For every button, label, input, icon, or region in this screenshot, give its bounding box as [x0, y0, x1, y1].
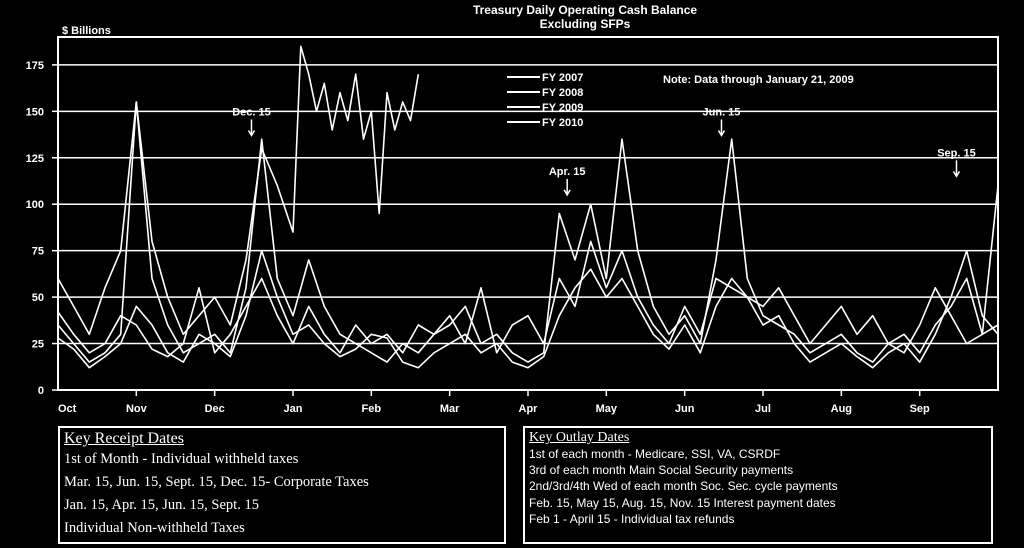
series-line [57, 45, 420, 336]
x-tick-label: Sep [910, 403, 930, 415]
receipt-heading: Key Receipt Dates [64, 430, 184, 447]
x-tick-label: Mar [440, 403, 460, 415]
x-tick-label: Jul [755, 403, 771, 415]
receipt-line: 1st of Month - Individual withheld taxes [64, 451, 299, 467]
chart-note: Note: Data through January 21, 2009 [663, 74, 854, 86]
x-tick-label: Feb [362, 403, 382, 415]
series-line [57, 101, 999, 363]
x-tick-label: May [596, 403, 618, 415]
receipt-line: Jan. 15, Apr. 15, Jun. 15, Sept. 15 [64, 497, 259, 513]
x-tick-label: Aug [831, 403, 852, 415]
x-tick-label: Jun [675, 403, 695, 415]
outlay-line: Feb. 15, May 15, Aug. 15, Nov. 15 Intere… [529, 495, 836, 510]
series-lines [57, 45, 999, 369]
x-tick-label: Apr [519, 403, 539, 415]
y-tick-label: 75 [32, 246, 44, 258]
outlay-line: 1st of each month - Medicare, SSI, VA, C… [529, 447, 781, 461]
annotations: Dec. 15 Apr. 15 Jun. 15 Sep. 15 [232, 106, 976, 197]
chart-title: Treasury Daily Operating Cash Balance [473, 3, 697, 17]
annotation-arrowhead [563, 189, 571, 197]
annotation-label: Sep. 15 [937, 147, 976, 159]
y-tick-label: 175 [26, 60, 44, 72]
annotation-arrowhead [717, 130, 726, 137]
outlay-line: Feb 1 - April 15 - Individual tax refund… [529, 511, 735, 526]
annotation-arrowhead [952, 170, 961, 178]
cash-balance-chart: Treasury Daily Operating Cash Balance Ex… [26, 3, 999, 415]
annotation-arrowhead [247, 130, 256, 137]
series-line [57, 240, 999, 358]
x-tick-label: Jan [284, 403, 303, 415]
y-tick-label: 25 [32, 339, 44, 351]
receipt-line: Individual Non-withheld Taxes [64, 520, 245, 536]
outlay-heading: Key Outlay Dates [529, 430, 630, 445]
legend-label: FY 2007 [542, 72, 583, 84]
plot-frame [57, 36, 999, 391]
legend: FY 2007 FY 2008 FY 2009 FY 2010 [507, 72, 583, 129]
legend-label: FY 2008 [542, 87, 583, 99]
key-outlay-dates-box: Key Outlay Dates 1st of each month - Med… [523, 426, 993, 544]
annotation-label: Apr. 15 [549, 166, 586, 178]
x-tick-label: Dec [205, 403, 225, 415]
legend-label: FY 2010 [542, 117, 583, 129]
annotation-label: Dec. 15 [232, 106, 271, 118]
receipt-line: Mar. 15, Jun. 15, Sept. 15, Dec. 15- Cor… [64, 474, 369, 490]
outlay-line: 2nd/3rd/4th Wed of each month Soc. Sec. … [529, 479, 838, 494]
outlay-line: 3rd of each month Main Social Security p… [529, 463, 794, 478]
annotation-label: Jun. 15 [703, 106, 741, 118]
key-receipt-dates-box: Key Receipt Dates 1st of Month - Individ… [58, 426, 506, 544]
chart-subtitle: Excluding SFPs [540, 17, 631, 31]
y-tick-label: 150 [26, 106, 44, 118]
y-tick-label: 0 [38, 385, 44, 397]
y-axis-label: $ Billions [62, 25, 111, 37]
legend-label: FY 2009 [542, 102, 583, 114]
x-tick-label: Nov [126, 403, 148, 415]
y-tick-label: 50 [32, 292, 44, 304]
x-tick-label: Oct [58, 403, 77, 415]
series-line [57, 249, 999, 369]
y-tick-label: 125 [26, 153, 44, 165]
y-tick-label: 100 [26, 199, 44, 211]
axes: 0 25 50 75 100 125 150 175 Oct Nov Dec Jan Feb Mar Apr… [26, 60, 930, 415]
